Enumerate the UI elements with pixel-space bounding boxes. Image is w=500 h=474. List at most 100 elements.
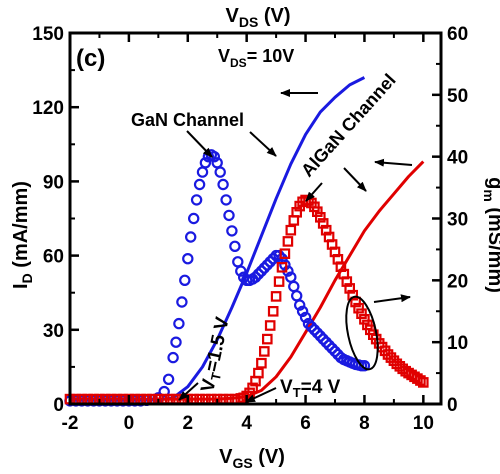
y-right-tick-label: 20 [447, 271, 468, 292]
gan-channel-gm-point [214, 166, 226, 178]
algan-channel-gm-point [359, 314, 370, 325]
gan-channel-gm-point [217, 178, 229, 191]
gan-channel-gm-point [358, 360, 371, 372]
gan-channel-gm-point [288, 280, 300, 293]
algan-channel-gm-point [259, 346, 270, 357]
x-tick-label: 4 [241, 413, 252, 434]
x-tick-label: 2 [182, 413, 193, 434]
y-left-tick-label: 0 [53, 395, 64, 416]
vt-gan-annotation: VT=1.5 V [197, 315, 235, 395]
gan-channel-gm-point [264, 256, 276, 268]
algan-channel-gm-point [267, 306, 279, 317]
gan-channel-gm-point [199, 157, 212, 169]
gan-channel-gm-point [196, 166, 209, 178]
gan-channel-gm-point [291, 290, 303, 302]
gan-label-pointer-right [249, 131, 277, 157]
gan-channel-gm-point [187, 212, 200, 225]
algan-channel-gm-point [356, 308, 367, 319]
gan-channel-gm-point [299, 311, 312, 324]
algan-label-pointer-left [305, 182, 323, 202]
gan-channel-gm-point [320, 336, 332, 348]
gan-channel-gm-point [296, 305, 309, 317]
algan-channel-gm-point [262, 333, 273, 345]
x-axis-title: VGS (V) [219, 446, 285, 471]
algan-channel-gm-point [291, 207, 302, 218]
gan-channel-gm-point [314, 330, 326, 342]
algan-id-axis-arrow [374, 158, 413, 167]
top-axis-title: VDS (V) [225, 5, 290, 30]
gan-channel-gm-point [162, 373, 175, 385]
algan-channel-gm-point [320, 224, 332, 236]
gm-callout-ellipse [345, 295, 379, 371]
gan-channel-gm-point [323, 339, 335, 351]
annotation-arrows [178, 89, 413, 403]
gan-channel-gm-point [273, 249, 285, 262]
vt-gan-pointer [178, 382, 199, 401]
y-right-axis-title: gm (mS/mm) [481, 177, 500, 293]
y-right-tick-label: 0 [447, 395, 458, 416]
gan-channel-gm-point [176, 296, 188, 308]
algan-channel-gm-point [285, 224, 297, 236]
gan-channel-gm-point [173, 317, 185, 330]
x-tick-label: 6 [300, 413, 311, 434]
gan-channel-gm-point [258, 262, 270, 274]
gan-channel-gm-point [302, 317, 315, 330]
vt-algan-pointer [245, 387, 277, 403]
y-right-tick-label: 40 [447, 148, 468, 169]
y-left-tick-label: 30 [43, 321, 64, 342]
y-left-tick-label: 120 [32, 98, 64, 119]
algan-label-pointer-right [343, 167, 367, 192]
gan-channel-gm-point [179, 274, 191, 286]
y-right-tick-label: 50 [447, 86, 468, 107]
algan-channel-gm-series [64, 194, 429, 405]
algan-channel-gm-point [347, 289, 358, 301]
gan-channel-gm-point [249, 271, 262, 283]
gan-channel-gm-point [235, 265, 247, 277]
algan-channel-gm-point [247, 382, 258, 394]
gan-channel-gm-point [193, 178, 206, 191]
algan-channel-gm-point [279, 248, 291, 259]
algan-channel-gm-point [312, 206, 323, 217]
gan-channel-annotation: GaN Channel [131, 110, 244, 130]
gan-label-pointer-left [186, 130, 213, 158]
gan-channel-gm-point [226, 225, 238, 237]
algan-channel-gm-point [276, 262, 288, 273]
gm-axis-arrow [373, 294, 411, 303]
algan-channel-gm-point [253, 367, 264, 379]
gan-channel-gm-point [329, 345, 341, 358]
y-left-tick-label: 60 [43, 247, 64, 268]
algan-channel-gm-point [264, 320, 276, 331]
gan-channel-gm-point [311, 327, 323, 339]
gan-channel-gm-point [232, 256, 244, 268]
gan-channel-gm-point [305, 321, 318, 333]
x-tick-label: 8 [359, 413, 370, 434]
algan-channel-gm-point [341, 276, 353, 287]
gan-channel-gm-point [167, 351, 179, 364]
algan-channel-gm-point [273, 276, 285, 287]
algan-channel-gm-point [415, 375, 426, 386]
gan-channel-gm-point [223, 209, 235, 222]
algan-channel-gm-point [282, 236, 294, 247]
y-right-tick-label: 30 [447, 210, 468, 231]
x-tick-label: -2 [62, 413, 79, 434]
algan-channel-gm-point [256, 357, 267, 369]
algan-channel-gm-point [317, 218, 329, 229]
gan-channel-gm-point [220, 194, 232, 206]
gan-channel-gm-point [184, 231, 197, 243]
algan-channel-gm-point [418, 377, 429, 388]
gan-channel-gm-point [158, 385, 170, 398]
vt-algan-annotation: VT=4 V [280, 377, 341, 400]
gan-channel-gm-point [182, 253, 194, 265]
gan-channel-gm-point [170, 336, 182, 348]
gan-channel-gm-point [252, 268, 265, 280]
y-right-tick-label: 60 [447, 24, 468, 45]
algan-channel-gm-point [315, 212, 326, 223]
x-tick-label: 0 [124, 413, 135, 434]
algan-channel-gm-point [270, 291, 282, 302]
algan-channel-gm-point [344, 283, 355, 294]
gan-channel-gm-point [190, 194, 203, 206]
gan-channel-gm-point [229, 240, 241, 252]
gan-channel-gm-point [317, 333, 329, 345]
